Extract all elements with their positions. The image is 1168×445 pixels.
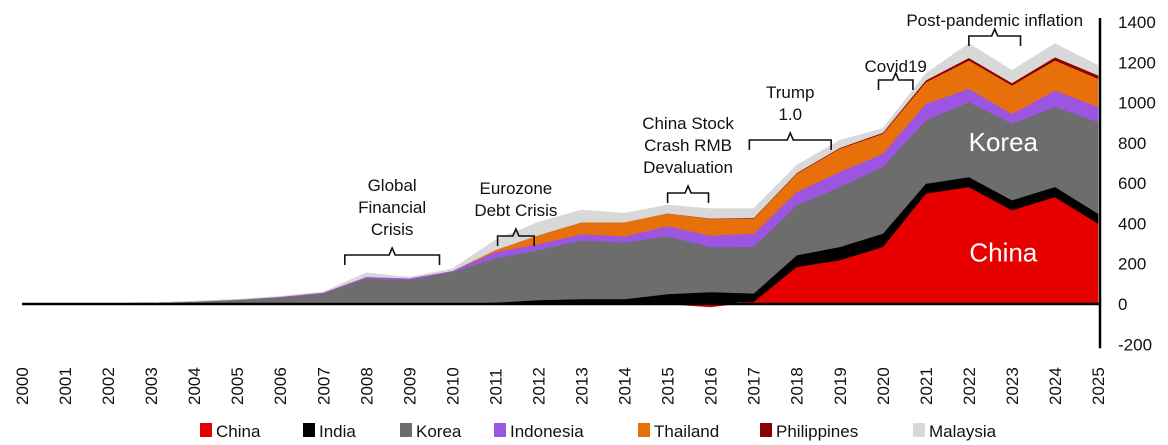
annotation-label: Global xyxy=(368,176,417,195)
x-tick-label: 2013 xyxy=(573,367,592,405)
x-tick-label: 2000 xyxy=(13,367,32,405)
y-tick-label: 1000 xyxy=(1118,94,1156,113)
x-tick-label: 2008 xyxy=(357,367,376,405)
x-tick-label: 2010 xyxy=(443,367,462,405)
annotation-label: Trump xyxy=(766,83,815,102)
legend-label-indonesia: Indonesia xyxy=(510,422,584,441)
annotation-label: Crisis xyxy=(371,220,414,239)
legend-swatch-indonesia xyxy=(494,423,506,437)
legend-swatch-malaysia xyxy=(913,423,925,437)
legend-swatch-thailand xyxy=(638,423,650,437)
x-tick-label: 2003 xyxy=(142,367,161,405)
axes: -200 0 200 400 600 800 1000 1200 1400 2000 2001 200… xyxy=(13,13,1156,405)
annotation-bracket xyxy=(877,70,914,90)
legend-label-malaysia: Malaysia xyxy=(929,422,997,441)
x-tick-label: 2007 xyxy=(314,367,333,405)
legend-swatch-philippines xyxy=(760,423,772,437)
annotation-bracket xyxy=(496,226,535,246)
legend-label-china: China xyxy=(216,422,261,441)
x-tick-label: 2023 xyxy=(1003,367,1022,405)
annotation-bracket xyxy=(968,26,1022,46)
y-tick-label: 600 xyxy=(1118,174,1146,193)
area-malaysia xyxy=(21,43,1099,305)
x-tick-label: 2024 xyxy=(1046,367,1065,405)
legend-swatch-korea xyxy=(400,423,412,437)
annotation-label: Debt Crisis xyxy=(474,201,557,220)
legend-label-korea: Korea xyxy=(416,422,462,441)
x-tick-label: 2002 xyxy=(99,367,118,405)
annotation-label: Financial xyxy=(358,198,426,217)
x-tick-label: 2005 xyxy=(228,367,247,405)
series-areas: Korea China xyxy=(21,43,1099,308)
legend-swatch-india xyxy=(303,423,315,437)
annotation-bracket xyxy=(344,245,441,265)
x-tick-label: 2015 xyxy=(659,367,678,405)
y-tick-label: 800 xyxy=(1118,134,1146,153)
inline-label-korea: Korea xyxy=(969,127,1039,157)
y-tick-label: 1200 xyxy=(1118,53,1156,72)
inline-label-china: China xyxy=(969,238,1037,268)
x-tick-label: 2012 xyxy=(529,367,548,405)
x-tick-label: 2021 xyxy=(917,367,936,405)
x-tick-label: 2009 xyxy=(400,367,419,405)
legend-label-thailand: Thailand xyxy=(654,422,719,441)
annotation-label: Covid19 xyxy=(865,57,927,76)
annotation-label: Post-pandemic inflation xyxy=(906,11,1083,30)
annotation-bracket xyxy=(748,130,832,150)
x-tick-label: 2017 xyxy=(745,367,764,405)
legend: China India Korea Indonesia Thailand Philippi… xyxy=(200,422,997,441)
annotation-label: Eurozone xyxy=(479,179,552,198)
y-tick-label: 200 xyxy=(1118,255,1146,274)
legend-label-philippines: Philippines xyxy=(776,422,858,441)
legend-label-india: India xyxy=(319,422,356,441)
x-tick-label: 2011 xyxy=(486,368,505,405)
annotation-bracket xyxy=(666,183,710,203)
annotation-label: China Stock xyxy=(642,114,734,133)
y-tick-label: 400 xyxy=(1118,214,1146,233)
y-tick-label: 1400 xyxy=(1118,13,1156,32)
x-tick-label: 2016 xyxy=(702,367,721,405)
annotations: Global Financial Crisis Eurozone Debt Crisis… xyxy=(344,11,1083,265)
x-tick-label: 2006 xyxy=(271,367,290,405)
annotation-label: 1.0 xyxy=(778,105,802,124)
legend-swatch-china xyxy=(200,423,212,437)
x-tick-label: 2001 xyxy=(56,367,75,405)
x-tick-label: 2004 xyxy=(185,367,204,405)
x-tick-label: 2025 xyxy=(1089,367,1108,405)
x-tick-label: 2022 xyxy=(960,367,979,405)
x-tick-label: 2020 xyxy=(874,367,893,405)
x-tick-label: 2014 xyxy=(616,367,635,405)
x-tick-label: 2019 xyxy=(831,367,850,405)
annotation-label: Crash RMB xyxy=(644,136,732,155)
x-tick-label: 2018 xyxy=(788,367,807,405)
annotation-label: Devaluation xyxy=(643,158,733,177)
y-tick-label: -200 xyxy=(1118,335,1152,354)
y-tick-label: 0 xyxy=(1118,295,1127,314)
